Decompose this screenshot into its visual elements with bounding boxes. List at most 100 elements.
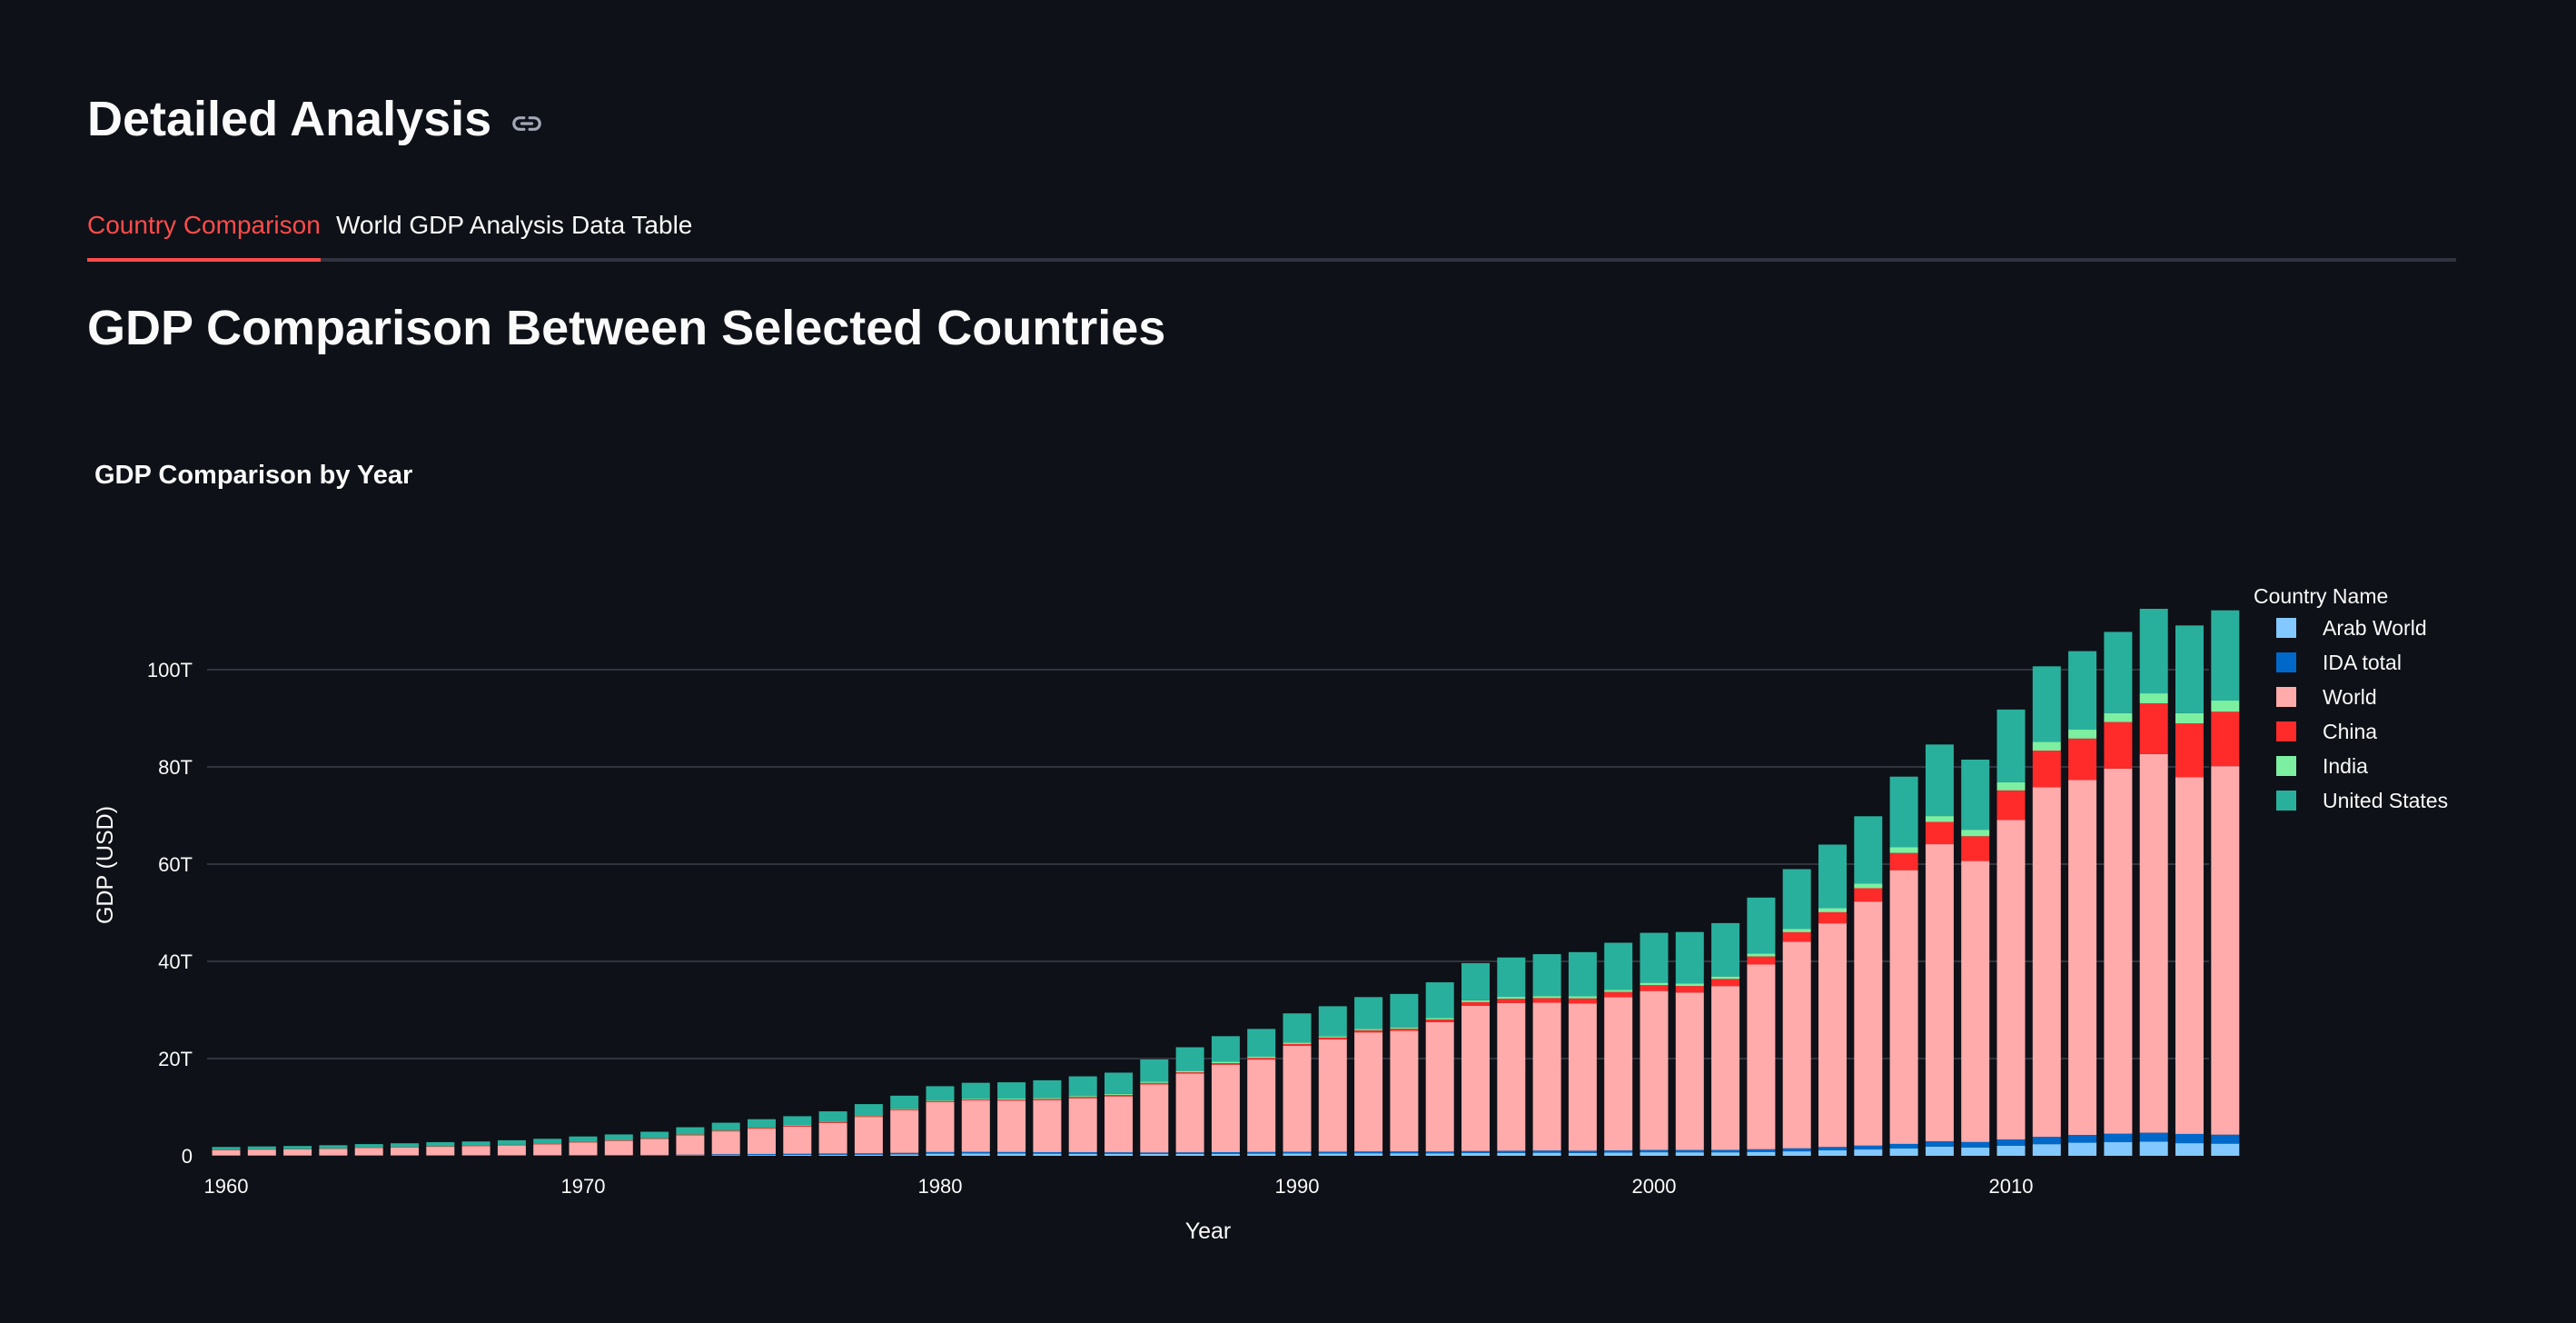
bar-segment xyxy=(1675,986,1704,993)
bar-segment xyxy=(1283,1042,1312,1044)
bar-segment xyxy=(676,1127,705,1135)
bar-segment xyxy=(1961,836,1990,861)
bar-segment xyxy=(1747,964,1776,1149)
bar-segment xyxy=(1425,1153,1454,1156)
legend-swatch xyxy=(2276,652,2296,672)
bar-segment xyxy=(1140,1081,1169,1083)
legend-item-label: United States xyxy=(2323,789,2448,812)
bar-segment xyxy=(1068,1098,1097,1153)
bar-segment xyxy=(1033,1099,1062,1100)
bar-segment xyxy=(926,1100,955,1102)
bar-segment xyxy=(1497,997,1526,1000)
bar-segment xyxy=(1211,1151,1240,1154)
bar-segment xyxy=(1747,1151,1776,1156)
bar-segment xyxy=(1140,1084,1169,1153)
bar-segment xyxy=(1532,996,1561,999)
bar-segment xyxy=(2175,1133,2204,1144)
bar-segment xyxy=(1675,1149,1704,1153)
bar-segment xyxy=(926,1086,955,1100)
tab-country-comparison[interactable]: Country Comparison xyxy=(87,205,321,262)
bar-segment xyxy=(1711,1152,1740,1156)
bar-segment xyxy=(2032,787,2061,1138)
bar-segment xyxy=(1961,1147,1990,1156)
bar-segment xyxy=(1925,1140,1954,1147)
bar-segment xyxy=(854,1154,883,1156)
chart-title: GDP Comparison by Year xyxy=(94,461,412,490)
tab-world-gdp-analysis[interactable]: World GDP Analysis xyxy=(336,211,565,239)
bar-segment xyxy=(1068,1097,1097,1099)
bar-segment xyxy=(1818,1150,1847,1156)
bar-segment xyxy=(1390,1029,1419,1031)
bar-segment xyxy=(1854,816,1883,884)
bar-segment xyxy=(1532,954,1561,997)
bar-segment xyxy=(783,1126,812,1154)
bar-segment xyxy=(604,1140,633,1156)
bar-segment xyxy=(1461,1001,1490,1006)
bar-segment xyxy=(1675,992,1704,1150)
bar-segment xyxy=(1283,1151,1312,1154)
bar-segment xyxy=(1604,997,1633,1151)
bar-segment xyxy=(1497,1152,1526,1156)
bar-segment xyxy=(1854,888,1883,902)
bar-segment xyxy=(1211,1064,1240,1152)
legend-item-label: World xyxy=(2323,685,2377,709)
bar-segment xyxy=(1747,1149,1776,1152)
link-icon[interactable] xyxy=(510,106,544,141)
bar-segment xyxy=(783,1125,812,1127)
bar-segment xyxy=(961,1153,990,1156)
bar-segment xyxy=(1318,1039,1347,1152)
bar-segment xyxy=(1318,1153,1347,1156)
bar-segment xyxy=(1640,1152,1669,1156)
bar-segment xyxy=(2104,721,2133,769)
bar-segment xyxy=(748,1155,776,1156)
bar-segment xyxy=(676,1135,705,1155)
bar-segment xyxy=(783,1125,812,1126)
bar-segment xyxy=(283,1149,312,1156)
bar-segment xyxy=(1354,1153,1383,1156)
legend-swatch xyxy=(2276,756,2296,776)
bar-segment xyxy=(497,1139,526,1145)
bar-segment xyxy=(1211,1063,1240,1065)
bar-segment xyxy=(1068,1096,1097,1098)
legend-item-label: Arab World xyxy=(2323,616,2427,640)
bar-segment xyxy=(783,1153,812,1155)
bar-segment xyxy=(2175,712,2204,724)
chart-bars xyxy=(212,609,2240,1156)
bar-segment xyxy=(2175,1143,2204,1156)
bar-segment xyxy=(247,1146,276,1149)
bar-segment xyxy=(1105,1153,1133,1156)
bar-segment xyxy=(1175,1047,1204,1071)
bar-segment xyxy=(961,1099,990,1100)
y-tick-label: 0 xyxy=(182,1145,193,1168)
bar-segment xyxy=(2139,609,2168,694)
bar-segment xyxy=(1354,1029,1383,1030)
bar-segment xyxy=(1782,1148,1811,1152)
bar-segment xyxy=(1996,790,2026,821)
y-tick-label: 20T xyxy=(158,1048,193,1070)
tab-data-table[interactable]: Data Table xyxy=(571,211,693,239)
bar-segment xyxy=(711,1154,740,1156)
bar-segment xyxy=(640,1139,669,1155)
bar-segment xyxy=(1497,1150,1526,1153)
bar-segment xyxy=(1425,1151,1454,1154)
bar-segment xyxy=(640,1131,669,1139)
bar-segment xyxy=(1854,1145,1883,1150)
y-axis-ticks: 0 20T 40T 60T 80T 100T xyxy=(147,659,193,1168)
bar-segment xyxy=(2211,701,2240,712)
bar-segment xyxy=(1425,1019,1454,1022)
bar-segment xyxy=(1925,844,1954,1141)
bar-segment xyxy=(997,1099,1026,1101)
bar-segment xyxy=(748,1127,776,1129)
bar-segment xyxy=(854,1104,883,1116)
bar-segment xyxy=(1105,1152,1133,1154)
bar-segment xyxy=(2175,625,2204,713)
bar-segment xyxy=(212,1149,241,1156)
bar-segment xyxy=(1996,781,2026,791)
bar-segment xyxy=(391,1143,419,1148)
bar-segment xyxy=(1068,1153,1097,1156)
bar-segment xyxy=(1782,869,1811,930)
bar-segment xyxy=(604,1134,633,1140)
bar-segment xyxy=(319,1149,348,1156)
bar-segment xyxy=(997,1082,1026,1099)
bar-segment xyxy=(890,1109,919,1110)
